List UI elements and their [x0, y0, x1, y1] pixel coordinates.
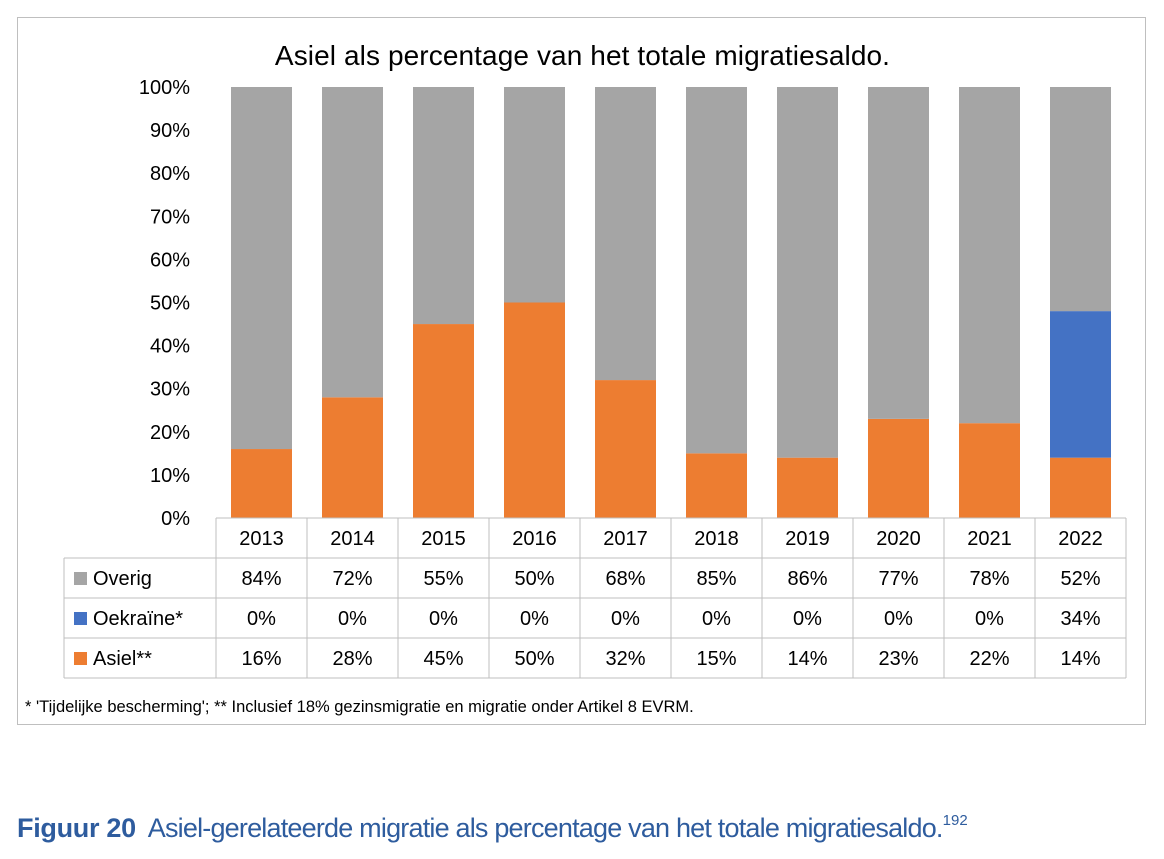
data-label: 78%: [969, 568, 1009, 590]
bar-segment: [595, 380, 656, 518]
bar-segment: [868, 418, 929, 518]
data-label: 50%: [514, 568, 554, 590]
category-label: 2018: [694, 528, 739, 550]
figure-caption-text: Asiel-gerelateerde migratie als percenta…: [147, 813, 944, 843]
data-label: 14%: [787, 648, 827, 670]
legend-label: Asiel**: [93, 648, 152, 670]
category-label: 2019: [785, 528, 830, 550]
category-label: 2017: [603, 528, 648, 550]
bar-segment: [1050, 311, 1111, 458]
data-label: 0%: [338, 608, 367, 630]
y-tick-label: 40%: [150, 336, 190, 358]
figure-label: Figuur 20: [17, 813, 136, 843]
legend-key: [74, 612, 87, 625]
data-label: 86%: [787, 568, 827, 590]
data-label: 32%: [605, 648, 645, 670]
data-label: 28%: [332, 648, 372, 670]
category-label: 2016: [512, 528, 557, 550]
category-label: 2013: [239, 528, 284, 550]
data-label: 77%: [878, 568, 918, 590]
y-tick-label: 0%: [161, 508, 190, 530]
bar-segment: [686, 87, 747, 454]
data-label: 68%: [605, 568, 645, 590]
data-label: 55%: [423, 568, 463, 590]
data-label: 72%: [332, 568, 372, 590]
data-label: 0%: [702, 608, 731, 630]
bar-segment: [777, 87, 838, 458]
bar-segment: [504, 302, 565, 518]
y-tick-label: 100%: [139, 77, 190, 99]
bar-segment: [777, 457, 838, 518]
y-tick-label: 90%: [150, 120, 190, 142]
bar-segment: [231, 87, 292, 450]
data-label: 22%: [969, 648, 1009, 670]
y-tick-label: 20%: [150, 422, 190, 444]
bar-segment: [959, 87, 1020, 424]
category-label: 2021: [967, 528, 1012, 550]
data-label: 0%: [429, 608, 458, 630]
bar-segment: [595, 87, 656, 381]
y-tick-label: 70%: [150, 206, 190, 228]
data-label: 0%: [520, 608, 549, 630]
bar-segment: [686, 453, 747, 518]
legend-key: [74, 572, 87, 585]
data-label: 85%: [696, 568, 736, 590]
bar-segment: [322, 87, 383, 398]
data-label: 34%: [1060, 608, 1100, 630]
data-label: 16%: [241, 648, 281, 670]
category-label: 2015: [421, 528, 466, 550]
data-label: 52%: [1060, 568, 1100, 590]
data-label: 14%: [1060, 648, 1100, 670]
legend-key: [74, 652, 87, 665]
data-label: 50%: [514, 648, 554, 670]
data-label: 23%: [878, 648, 918, 670]
bar-segment: [413, 87, 474, 325]
data-label: 84%: [241, 568, 281, 590]
y-tick-label: 80%: [150, 163, 190, 185]
data-label: 0%: [611, 608, 640, 630]
chart-title: Asiel als percentage van het totale migr…: [274, 40, 891, 71]
bar-segment: [868, 87, 929, 419]
stacked-bar-chart: 0% 10% 20% 30% 40% 50% 60% 70% 80% 90% 100% 2013 201…: [63, 77, 1127, 679]
y-tick-label: 50%: [150, 293, 190, 315]
bar-segment: [231, 449, 292, 518]
chart-frame: 0% 10% 20% 30% 40% 50% 60% 70% 80% 90% 100% 2013 201…: [17, 17, 1146, 725]
y-tick-label: 10%: [150, 465, 190, 487]
footnote-ref: 192: [942, 812, 968, 829]
bar-segment: [959, 423, 1020, 518]
data-label: 0%: [247, 608, 276, 630]
data-label: 0%: [975, 608, 1004, 630]
category-label: 2020: [876, 528, 921, 550]
data-label: 0%: [793, 608, 822, 630]
chart-footnote: * 'Tijdelijke bescherming'; ** Inclusief…: [25, 698, 694, 716]
bar-segment: [413, 324, 474, 518]
figure-caption: Figuur 20 Asiel-gerelateerde migratie al…: [17, 812, 968, 844]
data-label: 15%: [696, 648, 736, 670]
legend-label: Overig: [93, 568, 152, 590]
bar-segment: [322, 397, 383, 518]
bar-segment: [1050, 87, 1111, 312]
data-label: 0%: [884, 608, 913, 630]
bar-segment: [504, 87, 565, 303]
y-tick-label: 60%: [150, 249, 190, 271]
data-label: 45%: [423, 648, 463, 670]
bar-segment: [1050, 457, 1111, 518]
category-label: 2022: [1058, 528, 1103, 550]
legend-label: Oekraïne*: [93, 608, 183, 630]
category-label: 2014: [330, 528, 375, 550]
y-tick-label: 30%: [150, 379, 190, 401]
